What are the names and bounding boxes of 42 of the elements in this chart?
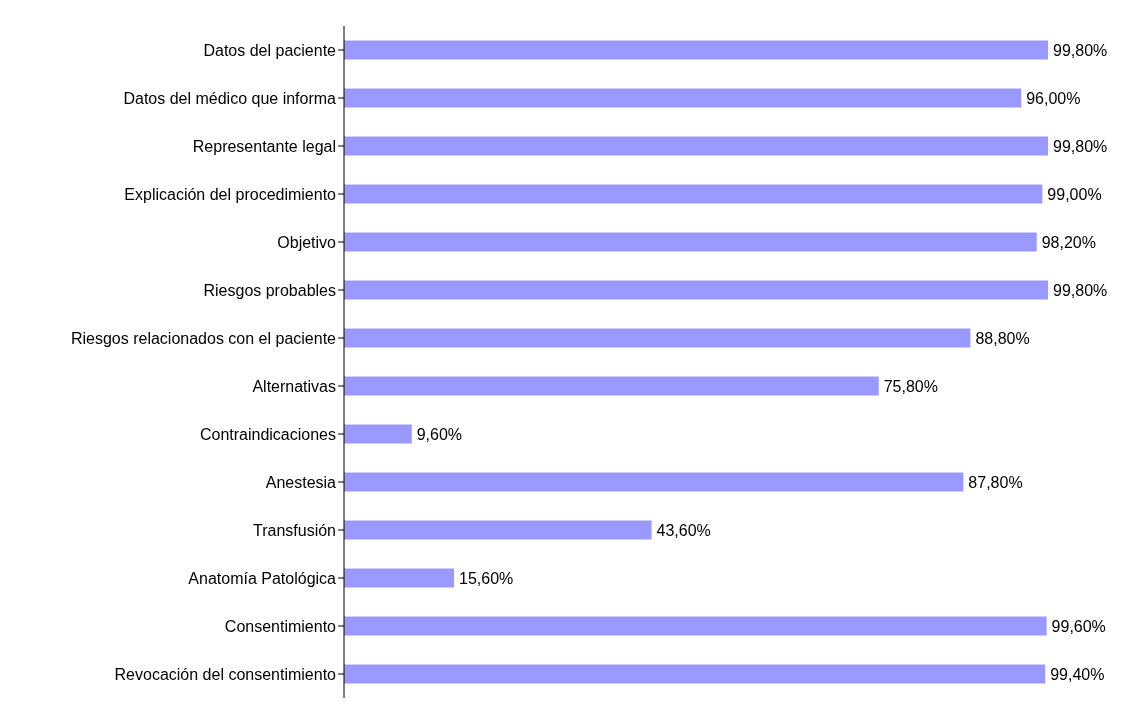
data-label: 15,60% [459, 569, 514, 587]
data-label: 43,60% [656, 521, 711, 539]
y-tick-label: Datos del paciente [203, 41, 337, 59]
y-tick-label: Representante legal [192, 137, 336, 155]
data-label: 99,80% [1053, 41, 1108, 59]
bar [344, 664, 1046, 684]
data-label: 99,80% [1053, 137, 1108, 155]
bar [344, 616, 1047, 636]
y-tick-label: Riesgos relacionados con el paciente [70, 329, 337, 347]
bar [344, 280, 1048, 300]
data-label: 96,00% [1026, 89, 1081, 107]
y-tick-label: Explicación del procedimiento [124, 185, 337, 203]
data-label: 9,60% [416, 425, 463, 443]
y-tick-label: Datos del médico que informa [123, 89, 337, 107]
data-label: 88,80% [975, 329, 1030, 347]
y-tick-label: Consentimiento [224, 617, 337, 635]
data-label: 75,80% [883, 377, 938, 395]
y-tick-label: Anestesia [265, 473, 337, 491]
data-label: 99,80% [1053, 281, 1108, 299]
y-tick-label: Transfusión [253, 521, 336, 539]
y-tick-label: Alternativas [252, 377, 336, 395]
bar [344, 424, 412, 444]
bar [344, 40, 1048, 60]
bar [344, 232, 1037, 252]
data-label: 98,20% [1041, 233, 1096, 251]
y-tick-label: Objetivo [277, 233, 337, 251]
bar [344, 376, 879, 396]
data-label: 87,80% [968, 473, 1023, 491]
bar [344, 520, 652, 540]
bar [344, 568, 455, 588]
y-tick-label: Contraindicaciones [199, 425, 336, 443]
data-label: 99,00% [1047, 185, 1102, 203]
bar [344, 136, 1048, 156]
bar [344, 328, 971, 348]
y-tick-label: Anatomía Patológica [188, 569, 337, 587]
y-tick-label: Revocación del consentimiento [114, 665, 337, 683]
data-label: 99,40% [1050, 665, 1105, 683]
bar [344, 88, 1022, 108]
y-tick-label: Riesgos probables [203, 281, 336, 299]
bar [344, 472, 964, 492]
bar [344, 184, 1043, 204]
data-label: 99,60% [1051, 617, 1106, 635]
